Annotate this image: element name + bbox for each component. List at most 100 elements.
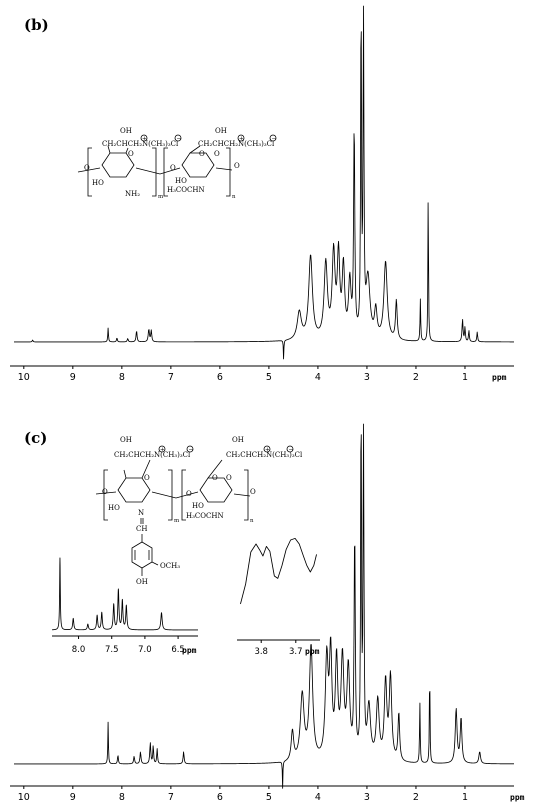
structure-c-ch: CH <box>136 525 147 533</box>
axis-b-tick-label: 3 <box>364 372 370 383</box>
structure-c-oh-1: OH <box>120 436 132 444</box>
structure-c-o5: O <box>226 474 232 482</box>
axis-c-tick-label: 2 <box>413 792 419 803</box>
panel-b-label: (b) <box>24 16 49 34</box>
plus-sign-icon: + <box>142 136 147 142</box>
inset-zoom-ticks: 3.8 3.7 <box>254 640 303 657</box>
structure-b-oh-1: OH <box>120 127 132 135</box>
structure-c-o3: O <box>186 490 192 498</box>
axis-b-tick-label: 2 <box>413 372 419 383</box>
plus-charge-icon <box>237 134 245 142</box>
panel-c-label: (c) <box>24 429 47 447</box>
structure-c-sidechain-2: CH₂CHCH₂N(CH₃)₃Cl <box>226 451 303 459</box>
structure-b-nh2: NH₂ <box>125 190 140 198</box>
bond-line <box>189 145 201 154</box>
axis-c-unit: ppm <box>510 793 525 802</box>
structure-b-sidechain-1: CH₂CHCH₂N(CH₃)₃Cl <box>102 140 179 148</box>
plus-sign-icon: + <box>160 447 165 453</box>
plus-sign-icon: + <box>265 447 270 453</box>
structure-c-o6: O <box>250 488 256 496</box>
inset-zoom: 3.8 3.7 ppm <box>237 537 320 657</box>
structure-c-o1: O <box>102 488 108 496</box>
bond-line <box>107 145 111 154</box>
inset-zoom-tick-label: 3.7 <box>289 647 303 657</box>
axis-c-tick-label: 1 <box>462 792 468 803</box>
structure-c-o4: O <box>212 474 218 482</box>
inset-aromatic-tick-label: 7.0 <box>138 645 152 655</box>
structure-c-oh-2: OH <box>232 436 244 444</box>
inset-aromatic-tick-label: 8.0 <box>72 645 86 655</box>
inset-aromatic-unit: ppm <box>182 646 197 655</box>
structure-c-m: m <box>174 518 180 524</box>
bracket-line <box>103 469 108 521</box>
axis-b-tick-label: 10 <box>18 372 30 383</box>
structure-b-m: m <box>158 194 164 200</box>
axis-b-tick-label: 6 <box>217 372 223 383</box>
inset-zoom-unit: ppm <box>305 647 320 656</box>
structure-b-o2: O <box>128 150 134 158</box>
structure-b-o6: O <box>234 162 240 170</box>
axis-b-tick-label: 4 <box>315 372 321 383</box>
structure-c-n: N <box>138 509 144 517</box>
structure-b-sidechain-2: CH₂CHCH₂N(CH₃)₃Cl <box>198 140 275 148</box>
axis-c-tick-label: 8 <box>119 792 125 803</box>
bond-line <box>233 493 251 497</box>
panel-b-structure: OH CH₂CHCH₂N(CH₃)₃Cl OH CH₂CHCH₂N(CH₃)₃C… <box>77 127 277 200</box>
spectrum-c-trace <box>14 423 515 789</box>
structure-b-ho-2: HO <box>175 177 187 185</box>
inset-aromatic-tick-label: 7.5 <box>105 645 119 655</box>
minus-sign-icon: − <box>272 136 277 142</box>
bond-line <box>125 147 129 154</box>
bond-line <box>215 167 233 171</box>
spectrum-b-trace <box>14 5 514 360</box>
axis-b-tick-label: 7 <box>168 372 174 383</box>
inset-aromatic-tick-label: 6.5 <box>171 645 185 655</box>
bond-line <box>135 167 181 175</box>
minus-charge-icon <box>269 134 277 142</box>
panel-c: (c) OH CH₂CHCH₂N(CH₃)₃Cl OH CH₂CHCH₂N(CH… <box>10 423 525 803</box>
axis-c-tick-label: 6 <box>217 792 223 803</box>
structure-c-o2: O <box>144 474 150 482</box>
structure-b-nhac: H₃COCHN <box>167 186 205 194</box>
bond-line <box>141 459 151 479</box>
axis-b-ticks: 10 9 8 7 6 5 4 3 2 1 <box>18 366 468 383</box>
axis-c-tick-label: 3 <box>364 792 370 803</box>
inset-zoom-tick-label: 3.8 <box>254 647 268 657</box>
minus-charge-icon <box>174 134 182 142</box>
panel-b: (b) OH CH₂CHCH₂N(CH₃)₃Cl OH CH₂CHCH₂N(CH… <box>10 5 514 383</box>
structure-b-o5: O <box>214 150 220 158</box>
structure-b-ho-1: HO <box>92 179 104 187</box>
plus-charge-icon <box>158 445 166 453</box>
inset-aromatic: 8.0 7.5 7.0 6.5 ppm <box>51 557 199 655</box>
bracket-line <box>152 147 157 197</box>
bracket-line <box>226 147 231 197</box>
bracket-line <box>87 147 92 197</box>
structure-c-nhac: H₃COCHN <box>186 512 224 520</box>
bond-line <box>207 459 223 479</box>
plus-charge-icon <box>140 134 148 142</box>
axis-c-tick-label: 7 <box>168 792 174 803</box>
bracket-line <box>181 469 186 521</box>
bond-line <box>123 469 127 479</box>
inset-aromatic-trace <box>51 557 199 631</box>
structure-b-oh-2: OH <box>215 127 227 135</box>
minus-charge-icon <box>286 445 294 453</box>
bond-line <box>95 491 117 495</box>
minus-sign-icon: − <box>177 136 182 142</box>
axis-b-unit: ppm <box>492 373 507 382</box>
bracket-line <box>163 147 168 197</box>
axis-c-tick-label: 5 <box>266 792 272 803</box>
axis-b-tick-label: 1 <box>462 372 468 383</box>
plus-sign-icon: + <box>239 136 244 142</box>
axis-b-tick-label: 9 <box>70 372 76 383</box>
axis-b-tick-label: 5 <box>266 372 272 383</box>
plus-charge-icon <box>263 445 271 453</box>
minus-charge-icon <box>186 445 194 453</box>
structure-b-o4: O <box>199 150 205 158</box>
axis-c-tick-label: 4 <box>315 792 321 803</box>
axis-c-tick-label: 10 <box>18 792 30 803</box>
bond-line <box>77 167 101 173</box>
structure-b-n: n <box>232 194 236 200</box>
structure-b-o1: O <box>84 164 90 172</box>
